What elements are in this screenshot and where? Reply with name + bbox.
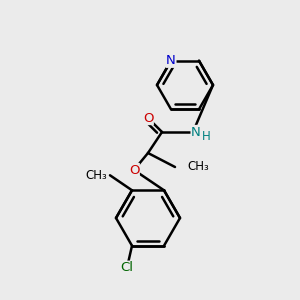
Text: N: N — [191, 125, 201, 139]
Text: CH₃: CH₃ — [187, 160, 209, 173]
Text: CH₃: CH₃ — [85, 169, 107, 182]
Text: O: O — [129, 164, 139, 176]
Text: O: O — [143, 112, 153, 124]
Text: Cl: Cl — [121, 261, 134, 274]
Text: N: N — [166, 54, 176, 67]
Text: H: H — [202, 130, 210, 143]
